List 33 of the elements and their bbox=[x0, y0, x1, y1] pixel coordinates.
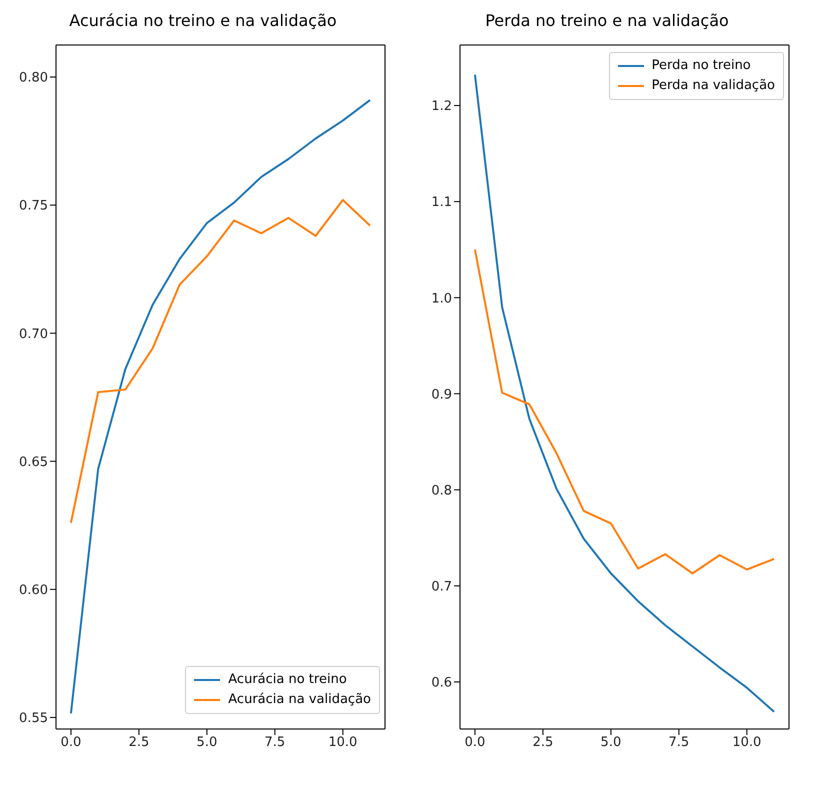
legend-label: Perda no treino bbox=[652, 57, 751, 75]
y-tick-label: 0.65 bbox=[19, 454, 48, 470]
chart-title: Acurácia no treino e na validação bbox=[68, 10, 338, 32]
x-tick-label: 7.5 bbox=[264, 735, 286, 750]
x-tick-label: 7.5 bbox=[668, 735, 690, 750]
y-tick-label: 0.70 bbox=[19, 326, 48, 342]
y-tick-label: 0.9 bbox=[431, 387, 452, 402]
y-tick-label: 0.7 bbox=[431, 579, 452, 594]
y-tick-label: 0.75 bbox=[19, 198, 48, 214]
x-tick-label: 0.0 bbox=[464, 735, 486, 750]
x-tick-label: 10.0 bbox=[328, 735, 358, 750]
x-tick-label: 5.0 bbox=[196, 735, 218, 750]
y-tick-label: 1.0 bbox=[431, 291, 452, 306]
line-series bbox=[474, 74, 776, 713]
line-series bbox=[474, 248, 776, 574]
y-tick-label: 0.55 bbox=[19, 711, 48, 726]
x-tick-label: 5.0 bbox=[600, 735, 622, 750]
x-tick-label: 2.5 bbox=[128, 735, 150, 750]
line-series bbox=[70, 99, 372, 714]
y-tick-label: 1.2 bbox=[431, 99, 452, 114]
y-tick-label: 1.1 bbox=[431, 195, 452, 210]
line-series bbox=[70, 198, 372, 524]
x-tick-label: 0.0 bbox=[60, 735, 82, 750]
y-tick-label: 0.6 bbox=[431, 676, 452, 691]
legend-label: Perda na validação bbox=[652, 77, 775, 95]
y-tick-label: 0.60 bbox=[19, 582, 48, 598]
legend-label: Acurácia no treino bbox=[228, 671, 347, 689]
legend-label: Acurácia na validação bbox=[228, 691, 371, 709]
y-tick-label: 0.80 bbox=[19, 70, 48, 86]
x-tick-label: 10.0 bbox=[732, 735, 762, 750]
y-tick-label: 0.8 bbox=[431, 483, 452, 498]
chart-title: Perda no treino e na validação bbox=[484, 10, 730, 32]
x-tick-label: 2.5 bbox=[532, 735, 554, 750]
